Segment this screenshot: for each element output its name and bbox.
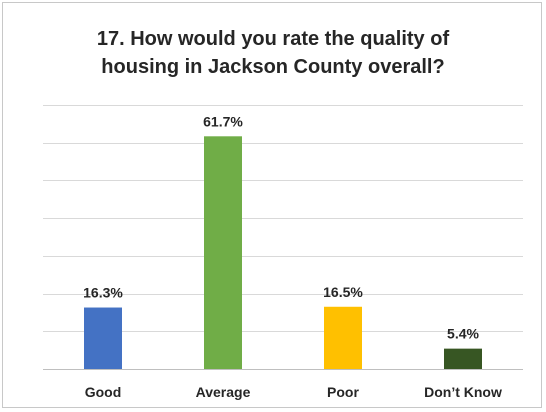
bar xyxy=(324,306,362,369)
x-tick-label: Poor xyxy=(327,384,359,400)
bar xyxy=(204,136,242,369)
data-label: 16.3% xyxy=(83,285,123,301)
data-label: 61.7% xyxy=(203,113,243,129)
bar xyxy=(444,348,482,369)
x-tick-label: Don’t Know xyxy=(424,384,502,400)
x-tick-label: Good xyxy=(85,384,122,400)
chart-title: 17. How would you rate the quality of ho… xyxy=(3,25,543,81)
chart-title-line-2: housing in Jackson County overall? xyxy=(101,56,445,78)
x-tick-label: Average xyxy=(196,384,251,400)
bar-chart: 16.3% Good 61.7% Average 16.5% Poor 5.4% Don’t … xyxy=(43,105,523,400)
bar xyxy=(84,307,122,369)
chart-frame: 17. How would you rate the quality of ho… xyxy=(2,2,542,408)
data-label: 16.5% xyxy=(323,284,363,300)
chart-title-line-1: 17. How would you rate the quality of xyxy=(96,28,450,50)
data-label: 5.4% xyxy=(447,326,479,342)
